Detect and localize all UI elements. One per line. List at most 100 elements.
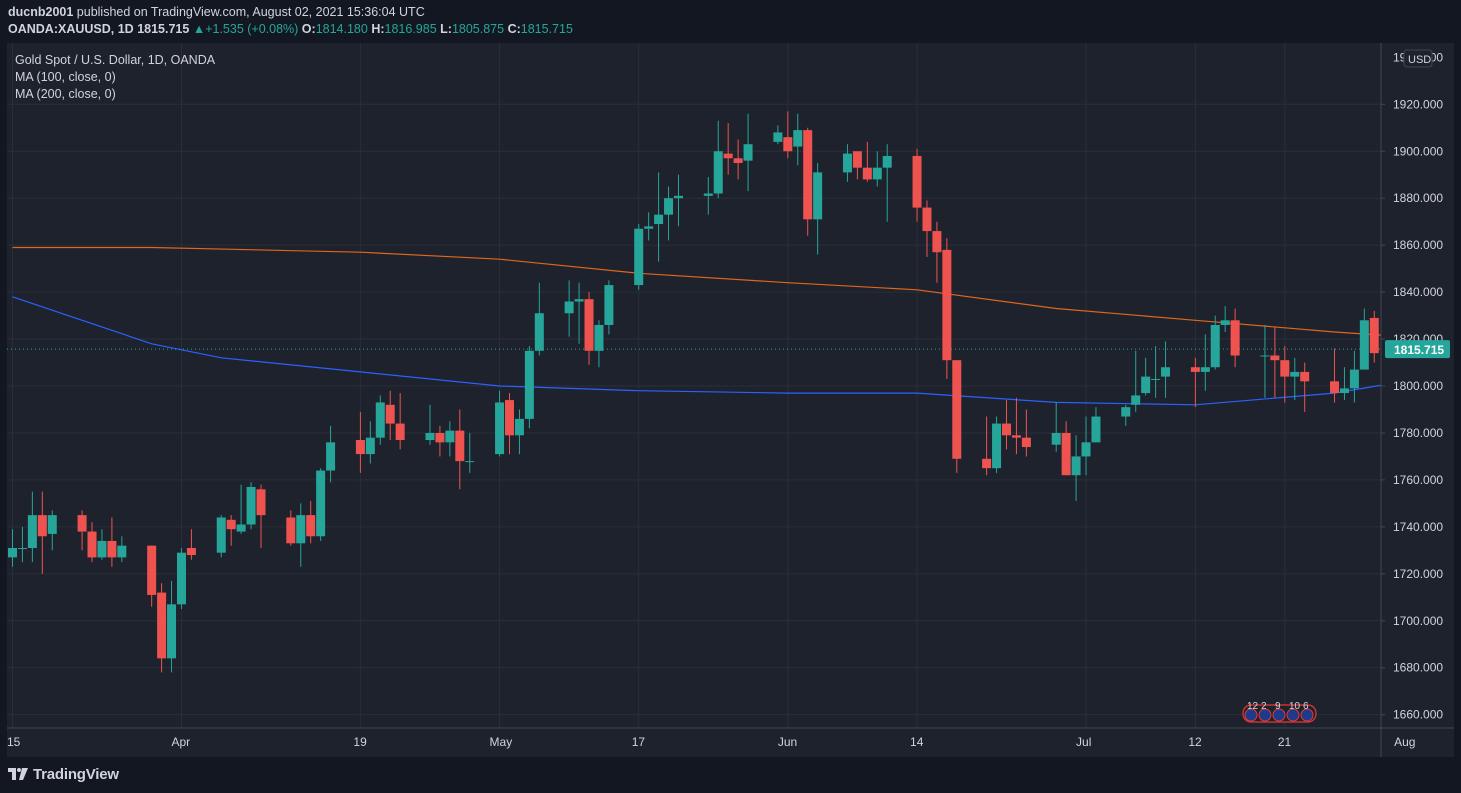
candle-body[interactable] [365, 437, 375, 455]
candle-body[interactable] [1369, 317, 1379, 354]
candle-body[interactable] [87, 531, 97, 558]
candle-body[interactable] [1002, 423, 1011, 436]
candle-body[interactable] [385, 404, 395, 424]
candle-body[interactable] [326, 442, 336, 471]
candle-body[interactable] [236, 524, 246, 532]
candle-body[interactable] [634, 228, 644, 286]
candle-body[interactable] [644, 226, 654, 229]
candle-body[interactable] [445, 430, 455, 443]
candle-body[interactable] [306, 515, 316, 537]
candle-body[interactable] [534, 313, 544, 351]
candle-body[interactable] [435, 432, 445, 443]
candle-body[interactable] [932, 231, 942, 253]
candle-body[interactable] [1081, 442, 1091, 457]
candle-body[interactable] [256, 489, 266, 516]
candle-body[interactable] [922, 207, 932, 232]
candle-body[interactable] [1260, 355, 1270, 357]
candle-body[interactable] [793, 130, 803, 147]
candle-body[interactable] [942, 249, 952, 361]
candle-body[interactable] [8, 547, 17, 558]
candle-body[interactable] [1220, 320, 1230, 325]
candle-body[interactable] [862, 167, 872, 180]
candle-body[interactable] [167, 604, 177, 659]
candle-body[interactable] [1061, 432, 1071, 476]
legend-ma100[interactable]: MA (100, close, 0) [15, 70, 116, 84]
candle-body[interactable] [1071, 456, 1081, 476]
candle-body[interactable] [1151, 378, 1161, 380]
candle-body[interactable] [455, 430, 465, 462]
candle-body[interactable] [226, 519, 236, 530]
candle-body[interactable] [1141, 376, 1151, 394]
author-name[interactable]: ducnb2001 [8, 5, 74, 19]
candle-body[interactable] [1210, 324, 1220, 368]
candle-body[interactable] [654, 214, 664, 225]
candle-body[interactable] [842, 153, 852, 173]
candle-body[interactable] [882, 155, 892, 168]
candle-body[interactable] [216, 517, 226, 553]
candle-body[interactable] [852, 151, 862, 168]
candle-body[interactable] [1200, 367, 1210, 372]
candle-body[interactable] [992, 423, 1002, 469]
candle-body[interactable] [783, 137, 793, 152]
candle-body[interactable] [1021, 437, 1031, 448]
current-price-tag[interactable] [1385, 340, 1450, 359]
candle-body[interactable] [1359, 320, 1369, 370]
candle-body[interactable] [316, 470, 326, 537]
candle-body[interactable] [713, 151, 723, 194]
price-chart[interactable]: 1660.000 1680.000 1700.000 1720.000 1740.000… [7, 43, 1454, 757]
candle-body[interactable] [703, 193, 713, 196]
candle-body[interactable] [982, 458, 992, 469]
candle-body[interactable] [514, 418, 524, 436]
candle-body[interactable] [1280, 360, 1290, 377]
candle-body[interactable] [186, 547, 196, 556]
candle-body[interactable] [375, 402, 385, 438]
candle-body[interactable] [1339, 388, 1349, 394]
candle-body[interactable] [1121, 407, 1131, 417]
candle-body[interactable] [157, 592, 167, 659]
candle-body[interactable] [803, 130, 813, 220]
candle-body[interactable] [246, 486, 256, 525]
candle-body[interactable] [27, 515, 37, 548]
candle-body[interactable] [952, 360, 962, 459]
candle-body[interactable] [813, 172, 823, 220]
candle-body[interactable] [37, 515, 47, 537]
time-axis[interactable] [7, 728, 1454, 757]
candle-body[interactable] [564, 301, 574, 314]
candle-body[interactable] [505, 400, 514, 436]
candle-body[interactable] [355, 440, 365, 455]
candle-body[interactable] [524, 350, 534, 419]
candle-body[interactable] [97, 540, 107, 558]
legend-ma200[interactable]: MA (200, close, 0) [15, 87, 116, 101]
candle-body[interactable] [912, 155, 922, 208]
candle-body[interactable] [1270, 355, 1280, 361]
candle-body[interactable] [117, 545, 127, 558]
candle-body[interactable] [107, 540, 117, 558]
candle-body[interactable] [673, 195, 683, 199]
chart-pane[interactable]: 1660.000 1680.000 1700.000 1720.000 1740.000… [7, 43, 1454, 757]
candle-body[interactable] [1190, 367, 1200, 372]
candle-body[interactable] [773, 132, 783, 142]
currency-badge[interactable] [1403, 49, 1433, 68]
candle-body[interactable] [604, 285, 614, 325]
candle-body[interactable] [296, 515, 306, 544]
candle-body[interactable] [723, 153, 733, 159]
candle-body[interactable] [733, 158, 743, 163]
candle-body[interactable] [77, 515, 87, 532]
candle-body[interactable] [47, 515, 57, 534]
price-axis[interactable] [1381, 43, 1454, 757]
candle-body[interactable] [17, 547, 27, 549]
candle-body[interactable] [147, 545, 157, 595]
candle-body[interactable] [1330, 381, 1340, 394]
candle-body[interactable] [1091, 416, 1101, 443]
candle-body[interactable] [1349, 369, 1359, 389]
candle-body[interactable] [872, 167, 882, 180]
candle-body[interactable] [664, 198, 674, 215]
candle-body[interactable] [584, 299, 594, 351]
candle-body[interactable] [1300, 371, 1310, 382]
candle-body[interactable] [465, 461, 475, 463]
candle-body[interactable] [1011, 435, 1021, 438]
candle-body[interactable] [743, 144, 753, 161]
candle-body[interactable] [1131, 395, 1141, 405]
candle-body[interactable] [395, 423, 405, 441]
candle-body[interactable] [594, 324, 604, 351]
